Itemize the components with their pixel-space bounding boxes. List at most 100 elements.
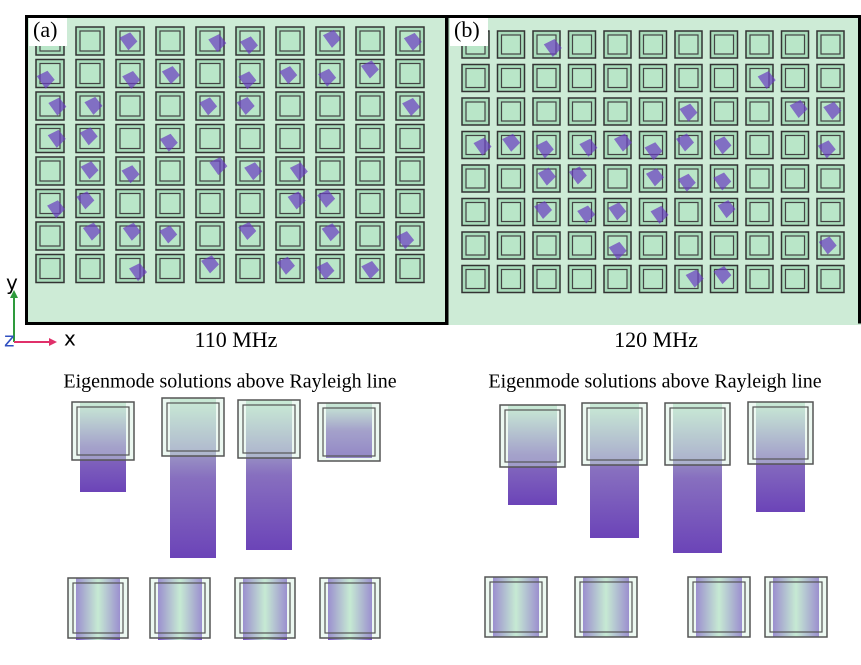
resonator-ring [786,169,805,188]
resonator-ring [120,194,140,214]
panel-label: (a) [33,17,57,42]
axis-label-y: y [6,271,18,295]
caption: Eigenmode solutions above Rayleigh line [63,371,396,393]
mode-frame [748,402,813,464]
caption: Eigenmode solutions above Rayleigh line [488,371,821,393]
resonator-ring [679,203,698,222]
resonator-ring [280,129,300,149]
resonator-ring [537,270,556,289]
resonator-ring [280,96,300,116]
resonator-ring [400,129,420,149]
resonator-ring [644,35,663,54]
mode-frame [575,577,637,637]
resonator-ring [573,236,592,255]
resonator-ring [466,236,485,255]
resonator-ring [537,236,556,255]
resonator-ring [360,194,380,214]
resonator-ring [821,69,840,88]
resonator-ring [466,102,485,121]
x-arrowhead [49,338,57,346]
resonator-ring [573,69,592,88]
resonator-ring [40,161,60,181]
resonator-ring [715,102,734,121]
resonator-ring [573,102,592,121]
resonator-ring [502,169,521,188]
resonator-ring [466,69,485,88]
resonator-ring [573,35,592,54]
resonator-ring [200,64,220,84]
mode-frame [320,578,380,638]
resonator-ring [400,259,420,279]
mode-frame [688,577,750,637]
resonator-ring [750,270,769,289]
resonator-ring [280,226,300,246]
resonator-ring [200,194,220,214]
resonator-ring [400,161,420,181]
axis-label-z: z [4,328,15,352]
resonator-ring [502,69,521,88]
resonator-ring [120,129,140,149]
mode-frame [318,403,380,461]
resonator-ring [786,236,805,255]
resonator-ring [80,31,100,51]
resonator-ring [786,270,805,289]
resonator-ring [160,161,180,181]
resonator-ring [715,236,734,255]
resonator-ring [360,129,380,149]
resonator-ring [240,194,260,214]
mode-frame [238,400,300,458]
resonator-ring [608,35,627,54]
resonator-ring [573,270,592,289]
resonator-ring [608,102,627,121]
resonator-ring [360,226,380,246]
resonator-ring [240,129,260,149]
mode-frame [68,578,128,638]
resonator-ring [40,226,60,246]
resonator-ring [750,102,769,121]
panel-label: (b) [454,17,480,42]
mode-frame [72,402,134,460]
mode-frame [582,403,647,465]
resonator-ring [644,236,663,255]
resonator-ring [502,35,521,54]
frequency: 110 MHz [195,327,278,352]
resonator-ring [750,136,769,155]
resonator-ring [40,259,60,279]
resonator-ring [80,64,100,84]
resonator-ring [786,69,805,88]
frequency: 120 MHz [614,327,698,352]
resonator-ring [120,96,140,116]
figure: (a) (b) y z x 110 MHz 120 MHz Eigenmode … [0,0,861,665]
resonator-ring [679,236,698,255]
mode-frame [500,405,565,467]
resonator-ring [502,102,521,121]
resonator-ring [466,169,485,188]
resonator-ring [466,270,485,289]
resonator-ring [750,35,769,54]
resonator-ring [160,194,180,214]
resonator-ring [750,169,769,188]
resonator-ring [466,203,485,222]
resonator-ring [320,96,340,116]
resonator-ring [280,31,300,51]
resonator-ring [200,226,220,246]
resonator-ring [679,35,698,54]
resonator-ring [400,194,420,214]
resonator-ring [320,129,340,149]
eigenmode-shapes [68,398,827,640]
resonator-ring [502,203,521,222]
resonator-ring [360,96,380,116]
resonator-ring [537,102,556,121]
resonator-ring [537,69,556,88]
resonator-ring [200,129,220,149]
resonator-ring [608,270,627,289]
resonator-ring [786,136,805,155]
resonator-ring [715,69,734,88]
resonator-ring [715,35,734,54]
resonator-ring [80,259,100,279]
resonator-ring [644,270,663,289]
resonator-ring [679,69,698,88]
resonator-ring [608,69,627,88]
resonator-ring [644,102,663,121]
resonator-ring [360,31,380,51]
